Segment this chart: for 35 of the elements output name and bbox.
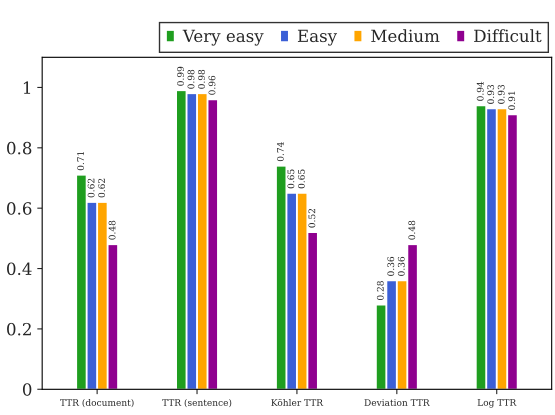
y-tick-label: 0.6 — [7, 202, 32, 215]
y-tick-label: 0.8 — [7, 142, 32, 154]
data-label: 0.62 — [88, 178, 94, 198]
data-label: 0.48 — [408, 220, 416, 240]
data-label: 0.93 — [487, 84, 494, 104]
x-tick-label: Log TTR — [478, 399, 516, 408]
legend-label: Easy — [298, 30, 338, 46]
y-tick-label: 0.4 — [7, 262, 32, 276]
data-label: 0.91 — [508, 92, 516, 110]
data-label: 0.36 — [398, 256, 405, 276]
data-label: 0.48 — [108, 220, 116, 240]
y-tick-label: 0 — [22, 383, 32, 396]
legend-label: Very easy — [182, 30, 264, 46]
data-label: 0.36 — [387, 256, 394, 276]
legend-label: Difficult — [474, 29, 542, 42]
data-label: 0.52 — [308, 208, 316, 228]
data-label: 0.28 — [376, 281, 384, 300]
data-label: 0.99 — [177, 66, 184, 86]
data-label: 0.93 — [498, 84, 505, 104]
x-tick-label: Deviation TTR — [364, 399, 430, 406]
y-tick-label: 1 — [24, 81, 30, 94]
x-tick-label: TTR (document) — [60, 398, 134, 408]
data-label: 0.65 — [287, 170, 294, 188]
data-label: 0.98 — [188, 70, 194, 89]
data-label: 0.98 — [198, 70, 205, 89]
x-tick-label: Köhler TTR — [271, 398, 324, 406]
data-label: 0.65 — [298, 170, 305, 188]
data-label: 0.62 — [98, 178, 105, 198]
data-label: 0.96 — [208, 76, 216, 95]
y-tick-label: 0.2 — [7, 322, 31, 336]
data-label: 0.71 — [77, 152, 84, 170]
legend-label: Medium — [371, 29, 440, 42]
x-tick-label: TTR (sentence) — [162, 398, 232, 408]
data-label: 0.94 — [476, 82, 484, 101]
data-label: 0.74 — [276, 142, 284, 162]
